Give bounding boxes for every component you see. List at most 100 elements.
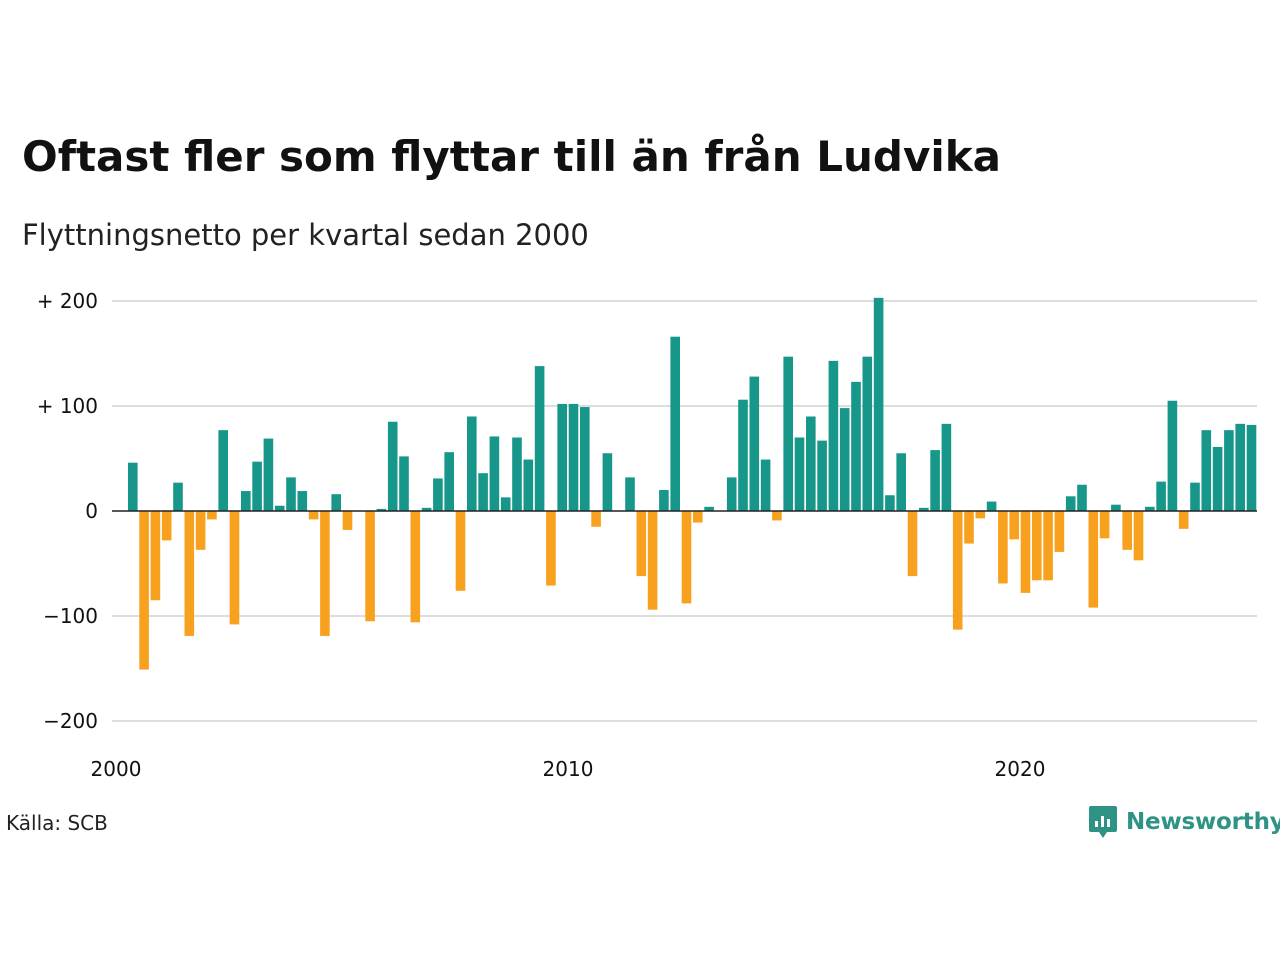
- bar-positive: [173, 482, 183, 511]
- bar-positive: [1246, 424, 1257, 511]
- bar-negative: [693, 511, 703, 523]
- bar-positive: [806, 416, 816, 511]
- bar-positive: [1111, 504, 1121, 511]
- bar-positive: [930, 450, 940, 511]
- bar-positive: [738, 399, 748, 511]
- bar-positive: [839, 408, 850, 511]
- y-tick-label: −200: [43, 709, 98, 733]
- x-tick-label: 2020: [995, 757, 1046, 781]
- y-axis-labels: + 200 + 100 0 −100 −200: [37, 289, 98, 733]
- bar-negative: [1020, 511, 1031, 593]
- bar-negative: [647, 511, 658, 610]
- bar-positive: [602, 453, 613, 511]
- bar-positive: [218, 430, 228, 511]
- bar-positive: [500, 497, 511, 511]
- bar-negative: [1009, 511, 1019, 540]
- bar-negative: [1122, 511, 1132, 550]
- bar-positive: [467, 416, 477, 511]
- bar-negative: [455, 511, 466, 591]
- bar-negative: [342, 511, 353, 530]
- bar-negative: [320, 511, 330, 636]
- bar-positive: [557, 403, 567, 511]
- bar-positive: [387, 421, 398, 511]
- bar-negative: [410, 511, 421, 623]
- bar-positive: [659, 490, 669, 511]
- bar-positive: [1224, 430, 1234, 511]
- bar-positive: [625, 477, 635, 511]
- bar-positive: [704, 506, 714, 511]
- bar-positive: [252, 461, 262, 511]
- bar-negative: [365, 511, 375, 622]
- bar-positive: [851, 381, 861, 511]
- bar-positive: [760, 459, 771, 511]
- brand-name: Newsworthy: [1126, 809, 1280, 835]
- chart-subtitle: Flyttningsnetto per kvartal sedan 2000: [22, 218, 589, 252]
- bar-positive: [941, 423, 952, 511]
- bar-positive: [726, 477, 737, 511]
- y-tick-label: 0: [85, 499, 98, 523]
- bar-positive: [263, 438, 274, 511]
- bar-negative: [161, 511, 172, 541]
- bar-negative: [591, 511, 601, 527]
- bar-positive: [919, 507, 929, 511]
- bar-negative: [1178, 511, 1189, 529]
- bar-positive: [783, 356, 793, 511]
- bar-negative: [546, 511, 556, 586]
- bar-positive: [1167, 400, 1178, 511]
- bar-negative: [681, 511, 692, 604]
- bar-positive: [274, 505, 285, 511]
- bar-positive: [489, 436, 500, 511]
- bar-positive: [1156, 481, 1166, 511]
- bar-positive: [433, 478, 443, 511]
- bar-positive: [749, 376, 760, 511]
- bar-positive: [1065, 496, 1076, 511]
- bar-positive: [580, 407, 590, 511]
- bar-negative: [308, 511, 319, 520]
- bar-negative: [998, 511, 1008, 584]
- bar-positive: [670, 336, 680, 511]
- bar-negative: [975, 511, 986, 519]
- bar-series: [128, 297, 1257, 670]
- y-tick-label: + 100: [37, 394, 98, 418]
- bar-negative: [184, 511, 195, 636]
- bar-negative: [1099, 511, 1110, 539]
- bar-positive: [376, 508, 387, 511]
- bar-positive: [896, 453, 906, 511]
- bar-positive: [478, 473, 488, 511]
- bar-positive: [817, 440, 827, 511]
- bar-positive: [297, 491, 308, 511]
- x-tick-label: 2010: [543, 757, 594, 781]
- x-axis-labels: 2000 2010 2020: [91, 757, 1046, 781]
- bar-positive: [1201, 430, 1212, 511]
- bar-negative: [772, 511, 782, 521]
- bar-negative: [1088, 511, 1099, 608]
- bar-positive: [986, 501, 997, 511]
- bar-negative: [195, 511, 206, 550]
- bar-negative: [207, 511, 217, 520]
- bar-positive: [794, 437, 805, 511]
- y-tick-label: + 200: [37, 289, 98, 313]
- bar-negative: [1054, 511, 1065, 552]
- bar-positive: [523, 459, 534, 511]
- bar-positive: [1190, 482, 1200, 511]
- bar-positive: [873, 297, 884, 511]
- bar-negative: [952, 511, 963, 630]
- bar-positive: [1235, 423, 1245, 511]
- bar-positive: [1212, 446, 1223, 511]
- bar-positive: [568, 403, 579, 511]
- source-note: Källa: SCB: [6, 811, 108, 835]
- bar-negative: [139, 511, 149, 670]
- bar-negative: [964, 511, 974, 544]
- bar-negative: [1133, 511, 1144, 561]
- bar-positive: [444, 452, 454, 511]
- y-tick-label: −100: [43, 604, 98, 628]
- bar-positive: [1145, 506, 1155, 511]
- bar-negative: [907, 511, 918, 577]
- bar-positive: [421, 507, 432, 511]
- bar-positive: [862, 356, 873, 511]
- gridlines: [112, 300, 1257, 722]
- newsworthy-logo-icon: [1089, 806, 1117, 838]
- bar-positive: [1077, 484, 1087, 511]
- bar-negative: [150, 511, 161, 601]
